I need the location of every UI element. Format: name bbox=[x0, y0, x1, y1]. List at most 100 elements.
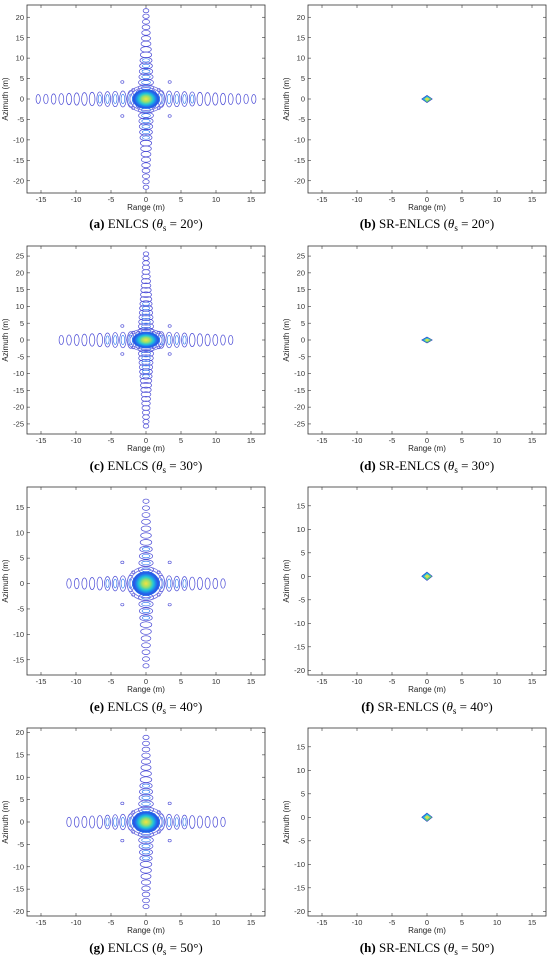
range-sidelobe bbox=[173, 575, 181, 592]
diagonal-lobe bbox=[167, 80, 172, 84]
range-sidelobe bbox=[96, 815, 103, 829]
azimuth-sidelobe-inner bbox=[141, 838, 151, 843]
range-sidelobe bbox=[227, 93, 234, 105]
y-tick-label: 5 bbox=[301, 789, 305, 798]
range-sidelobe-inner bbox=[105, 94, 110, 104]
caption-theta: θ bbox=[156, 940, 163, 955]
azimuth-sidelobe bbox=[141, 885, 151, 892]
azimuth-sidelobe bbox=[140, 151, 152, 158]
range-sidelobe bbox=[66, 334, 72, 346]
x-tick-label: 5 bbox=[460, 677, 464, 686]
azimuth-sidelobe bbox=[141, 642, 151, 649]
azimuth-sidelobe bbox=[140, 532, 152, 539]
range-sidelobe bbox=[181, 814, 188, 830]
caption-theta: θ bbox=[156, 216, 163, 231]
main-lobe bbox=[132, 571, 160, 596]
diagonal-lobe bbox=[167, 839, 172, 843]
y-tick-label: 15 bbox=[297, 742, 305, 751]
x-axis-label: Range (m) bbox=[127, 444, 165, 453]
caption-sub: s bbox=[454, 947, 458, 957]
azimuth-sidelobe bbox=[139, 134, 153, 141]
azimuth-sidelobe bbox=[141, 24, 151, 31]
caption-sub: s bbox=[163, 223, 167, 233]
range-sidelobe bbox=[73, 334, 80, 346]
azimuth-sidelobe bbox=[138, 73, 154, 81]
range-sidelobe bbox=[81, 816, 88, 828]
y-axis-label: Azimuth (m) bbox=[282, 800, 291, 843]
main-lobe-ring bbox=[129, 87, 163, 111]
y-tick-label: -15 bbox=[13, 386, 24, 395]
azimuth-sidelobe bbox=[142, 255, 150, 261]
main-lobe-ring bbox=[129, 330, 163, 350]
range-sidelobe bbox=[181, 91, 188, 107]
x-tick-label: 0 bbox=[144, 195, 148, 204]
azimuth-sidelobe bbox=[142, 414, 150, 420]
x-tick-label: -5 bbox=[108, 436, 115, 445]
caption-text: SR-ENLCS ( bbox=[376, 940, 448, 955]
plot-area-h bbox=[421, 812, 433, 822]
azimuth-sidelobe-inner bbox=[141, 69, 151, 74]
diagonal-lobe bbox=[120, 801, 125, 805]
range-sidelobe bbox=[111, 90, 119, 108]
main-lobe-ring bbox=[126, 85, 166, 113]
range-sidelobe-inner bbox=[182, 817, 187, 827]
range-sidelobe bbox=[196, 91, 204, 107]
y-tick-label: -15 bbox=[294, 883, 305, 892]
y-tick-label: 0 bbox=[301, 95, 305, 104]
y-tick-label: 10 bbox=[16, 528, 24, 537]
caption-theta: θ bbox=[156, 458, 163, 473]
azimuth-sidelobe bbox=[139, 848, 153, 856]
y-tick-label: 15 bbox=[16, 503, 24, 512]
caption-sub: s bbox=[162, 706, 166, 716]
azimuth-sidelobe bbox=[139, 854, 153, 862]
x-tick-label: 5 bbox=[460, 436, 464, 445]
x-tick-label: -15 bbox=[317, 677, 328, 686]
azimuth-sidelobe bbox=[142, 19, 150, 25]
azimuth-sidelobe-inner bbox=[141, 856, 151, 861]
azimuth-sidelobe-inner bbox=[141, 74, 151, 80]
diagonal-lobe bbox=[120, 114, 125, 118]
azimuth-sidelobe bbox=[141, 746, 151, 753]
range-sidelobe bbox=[96, 333, 103, 347]
azimuth-sidelobe bbox=[142, 179, 150, 185]
azimuth-sidelobe bbox=[138, 794, 154, 802]
y-tick-label: 10 bbox=[297, 54, 305, 63]
diagonal-lobe bbox=[120, 324, 125, 328]
azimuth-sidelobe-inner bbox=[141, 783, 151, 788]
main-lobe-ring bbox=[132, 811, 160, 833]
diagonal-lobe bbox=[120, 839, 125, 843]
range-sidelobe bbox=[66, 92, 72, 106]
azimuth-sidelobe bbox=[138, 607, 154, 615]
y-tick-label: 20 bbox=[16, 268, 24, 277]
range-sidelobe bbox=[104, 576, 111, 591]
range-sidelobe bbox=[165, 331, 173, 349]
caption-eq: = 20°) bbox=[166, 216, 202, 231]
range-sidelobe bbox=[188, 91, 196, 107]
caption-eq: = 20°) bbox=[458, 216, 494, 231]
azimuth-sidelobe bbox=[142, 505, 150, 511]
azimuth-sidelobe bbox=[138, 349, 154, 358]
azimuth-sidelobe bbox=[140, 382, 152, 389]
azimuth-sidelobe bbox=[140, 873, 152, 880]
azimuth-sidelobe bbox=[142, 740, 150, 747]
caption-theta: θ bbox=[448, 940, 455, 955]
y-tick-label: -5 bbox=[17, 352, 24, 361]
diagonal-lobe bbox=[120, 603, 125, 607]
range-sidelobe bbox=[119, 90, 127, 108]
range-sidelobe bbox=[220, 816, 226, 828]
azimuth-sidelobe bbox=[138, 313, 154, 321]
y-tick-label: -20 bbox=[294, 176, 305, 185]
azimuth-sidelobe bbox=[139, 128, 153, 136]
panel-h: -15 -10 -5 0 5 10 15 15 10 5 0 -5 -10 -15 -20 Range (m)… bbox=[282, 727, 547, 957]
y-tick-label: -20 bbox=[294, 907, 305, 916]
x-axis-label: Range (m) bbox=[127, 926, 165, 935]
panel-c: -15 -10 -5 0 5 10 15 25 20 15 10 5 0 -5 -10 -15 -20 -25 Ra… bbox=[1, 245, 266, 475]
x-tick-label: 0 bbox=[425, 677, 429, 686]
range-sidelobe bbox=[104, 91, 111, 107]
range-sidelobe bbox=[204, 92, 211, 106]
azimuth-sidelobe-inner bbox=[141, 615, 151, 620]
caption-sub: s bbox=[454, 465, 458, 475]
range-sidelobe-inner bbox=[120, 578, 125, 589]
y-tick-label: 5 bbox=[20, 319, 24, 328]
